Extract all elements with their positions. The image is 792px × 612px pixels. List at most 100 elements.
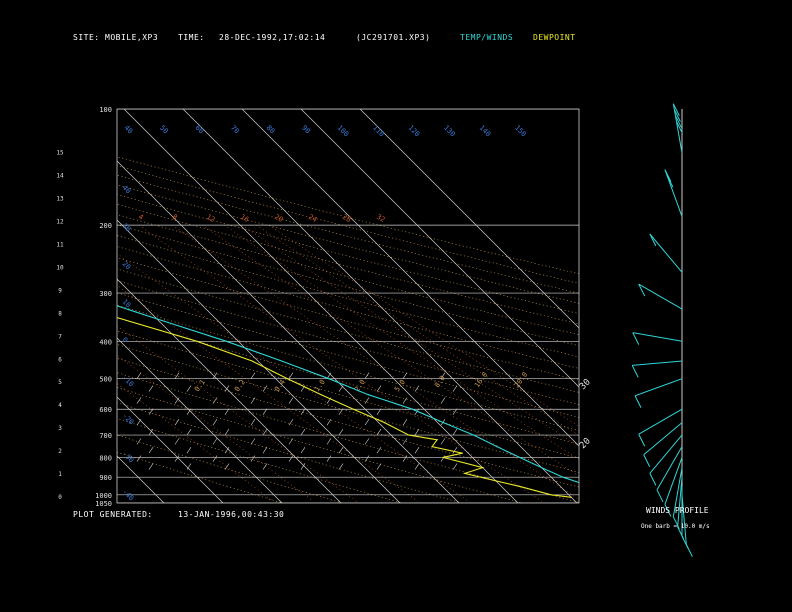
pressure-tick-label: 100 bbox=[99, 106, 112, 114]
moist-adiabat-dash bbox=[402, 372, 408, 379]
moist-adiabat-dash bbox=[440, 372, 446, 379]
moist-adiabat-dash bbox=[212, 438, 218, 445]
time-label: TIME: bbox=[178, 33, 205, 42]
theta-label: 60 bbox=[194, 124, 206, 136]
dry-adiabat-line bbox=[117, 165, 579, 284]
moist-adiabat-dash bbox=[376, 447, 382, 454]
theta-label: 140 bbox=[478, 124, 493, 139]
moist-adiabat-dash bbox=[452, 447, 458, 454]
moist-adiabat-dash bbox=[148, 447, 154, 454]
moist-adiabat-dash bbox=[250, 438, 256, 445]
moist-adiabat-dash bbox=[136, 397, 142, 404]
height-tick-label: 11 bbox=[56, 241, 64, 248]
pressure-tick-label: 200 bbox=[99, 222, 112, 230]
moist-adiabat-dash bbox=[174, 455, 180, 462]
moist-adiabat-dash bbox=[440, 438, 446, 445]
moist-adiabat-dash bbox=[262, 447, 268, 454]
pressure-tick-label: 600 bbox=[99, 406, 112, 414]
moist-adiabat-dash bbox=[300, 428, 306, 436]
height-tick-label: 5 bbox=[58, 379, 62, 386]
isotherm-line bbox=[123, 109, 519, 503]
moist-adiabat-dash bbox=[364, 419, 370, 426]
legend-temp-winds: TEMP/WINDS bbox=[460, 33, 514, 42]
dewpoint-point bbox=[251, 360, 253, 362]
moist-adiabat-dash bbox=[224, 385, 230, 392]
moist-adiabat-dash bbox=[338, 385, 344, 392]
theta-label: 80 bbox=[265, 124, 277, 136]
chart-labels: 1002003004005006007008009001000105001234… bbox=[56, 106, 592, 508]
moist-adiabat-dash bbox=[402, 455, 408, 462]
site-value: MOBILE,XP3 bbox=[105, 33, 159, 42]
wind-barb-flag bbox=[666, 174, 674, 188]
theta-left-label: 10 bbox=[121, 298, 133, 310]
moist-adiabat-dash bbox=[414, 447, 420, 454]
wind-barb-flag bbox=[673, 109, 681, 122]
moist-adiabat-dash bbox=[288, 455, 294, 462]
wind-barb-flag bbox=[685, 544, 693, 557]
isotherm-line bbox=[0, 109, 105, 503]
moist-adiabat-dash bbox=[224, 408, 230, 415]
moist-adiabat-dash bbox=[174, 372, 180, 379]
dewpoint-point bbox=[518, 485, 520, 487]
mixing-ratio-line bbox=[117, 285, 419, 502]
moist-adiabat-dash bbox=[452, 385, 458, 392]
mixing-ratio-label: 28 bbox=[341, 213, 352, 224]
temperature-point bbox=[411, 408, 414, 410]
temperature-point bbox=[589, 486, 590, 487]
height-tick-label: 4 bbox=[58, 402, 62, 409]
moist-adiabat-dash bbox=[326, 372, 332, 379]
moist-adiabat-dash bbox=[186, 385, 192, 392]
temperature-profile-line bbox=[117, 305, 579, 484]
temperature-point bbox=[618, 497, 619, 498]
moist-adiabat-dash bbox=[250, 397, 256, 404]
isotherm-line bbox=[300, 109, 579, 388]
file-id: (JC291701.XP3) bbox=[356, 33, 431, 42]
isotherm-line bbox=[117, 278, 342, 503]
dewpoint-point bbox=[36, 292, 37, 293]
temp-right-label: 20 bbox=[578, 436, 593, 451]
height-tick-label: 9 bbox=[58, 287, 62, 294]
dewpoint-profile-line bbox=[117, 316, 572, 498]
moist-adiabat-dash bbox=[262, 428, 268, 436]
winds-scale-note: One barb = 10.0 m/s bbox=[641, 523, 710, 530]
time-value: 28-DEC-1992,17:02:14 bbox=[219, 33, 326, 42]
moist-adiabat-dash bbox=[212, 419, 218, 426]
mixing-ratio-label: 32 bbox=[375, 213, 386, 224]
temperature-point bbox=[281, 360, 283, 362]
temperature-point bbox=[540, 466, 543, 469]
mixing-ratio-label: 8 bbox=[171, 213, 179, 222]
theta-label: 120 bbox=[407, 124, 422, 139]
moist-adiabat-dash bbox=[376, 408, 382, 415]
moist-adiabat-dash bbox=[212, 397, 218, 404]
mixing-ratio-line bbox=[117, 325, 357, 502]
theta-label: 150 bbox=[513, 124, 528, 139]
height-tick-label: 10 bbox=[56, 264, 64, 271]
isotherm-line bbox=[117, 396, 224, 503]
moist-adiabat-dash bbox=[174, 419, 180, 426]
wind-barb-shaft bbox=[632, 360, 683, 366]
dewpoint-point bbox=[495, 480, 497, 482]
moist-adiabat-dash bbox=[338, 463, 344, 470]
moist-adiabat-dash bbox=[212, 372, 218, 379]
pressure-tick-label: 500 bbox=[99, 376, 112, 384]
moist-adiabat-dash bbox=[402, 397, 408, 404]
moist-adiabat-dash bbox=[376, 385, 382, 392]
dewpoint-point bbox=[431, 446, 433, 448]
wind-barb-flag bbox=[674, 115, 682, 128]
mixing-ratio-line bbox=[171, 224, 579, 500]
mixing-ratio-low-label: 0.4 bbox=[273, 378, 287, 393]
temperature-point bbox=[367, 394, 369, 396]
temperature-point bbox=[0, 262, 1, 263]
temperature-point bbox=[473, 434, 475, 436]
mixing-ratio-low-label: 0.1 bbox=[193, 378, 207, 393]
mixing-ratio-low-label: 0.2 bbox=[233, 378, 247, 393]
dry-adiabat-line bbox=[117, 418, 403, 503]
wind-profile bbox=[631, 103, 693, 557]
moist-adiabat-dash bbox=[224, 428, 230, 436]
temperature-point bbox=[610, 494, 611, 495]
moist-adiabat-dash bbox=[452, 463, 458, 470]
moist-adiabat-dash bbox=[338, 428, 344, 436]
isotherm-line bbox=[359, 109, 579, 329]
dry-adiabat-line bbox=[117, 357, 579, 488]
